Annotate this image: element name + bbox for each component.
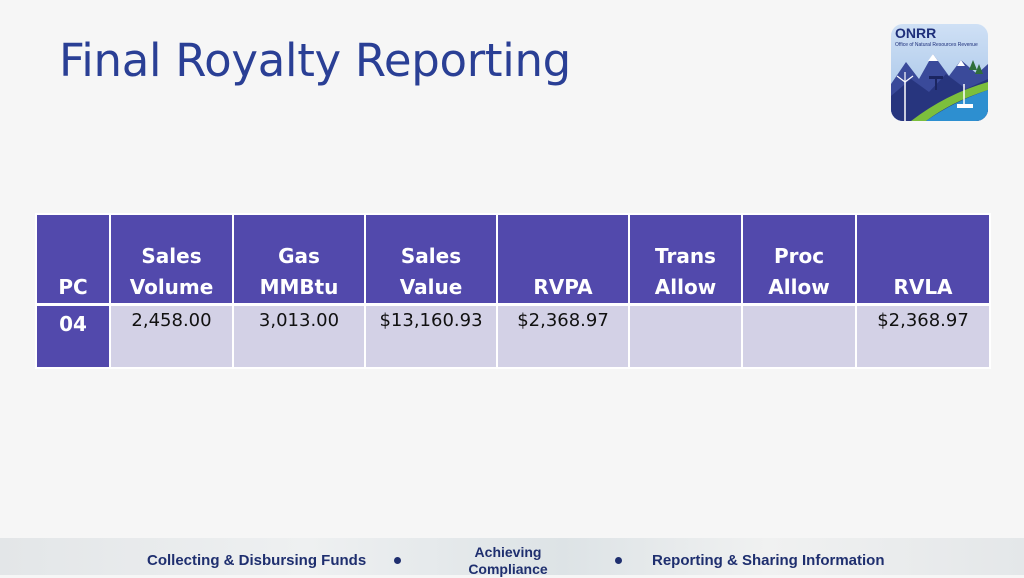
header-trans-allow: Trans Allow bbox=[628, 213, 743, 306]
header-gas-mmbtu: Gas MMBtu bbox=[232, 213, 366, 306]
cell-proc-allow bbox=[741, 303, 857, 369]
footer-compliance: Achieving Compliance bbox=[468, 544, 548, 577]
footer-collecting: Collecting & Disbursing Funds bbox=[147, 552, 367, 569]
page-title: Final Royalty Reporting bbox=[59, 34, 571, 87]
logo-name: ONRR bbox=[895, 25, 937, 41]
cell-sales-volume: 2,458.00 bbox=[109, 303, 234, 369]
onrr-logo-art bbox=[891, 24, 988, 121]
footer-bullet-1 bbox=[394, 557, 401, 564]
header-proc-allow: Proc Allow bbox=[741, 213, 857, 306]
cell-sales-value: $13,160.93 bbox=[364, 303, 498, 369]
header-sales-volume: Sales Volume bbox=[109, 213, 234, 306]
header-rvla: RVLA bbox=[855, 213, 991, 306]
cell-rvpa: $2,368.97 bbox=[496, 303, 630, 369]
header-rvpa: RVPA bbox=[496, 213, 630, 306]
footer-bullet-2 bbox=[615, 557, 622, 564]
royalty-table: PC Sales Volume Gas MMBtu Sales Value RVPA… bbox=[35, 213, 991, 369]
header-sales-value: Sales Value bbox=[364, 213, 498, 306]
onrr-logo: ONRR Office of Natural Resources Revenue bbox=[891, 24, 988, 121]
header-pc: PC bbox=[35, 213, 111, 306]
footer-banner: Collecting & Disbursing Funds Achieving … bbox=[0, 538, 1024, 577]
cell-trans-allow bbox=[628, 303, 743, 369]
cell-rvla: $2,368.97 bbox=[855, 303, 991, 369]
footer-reporting: Reporting & Sharing Information bbox=[652, 552, 885, 569]
table-header-row: PC Sales Volume Gas MMBtu Sales Value RVPA… bbox=[35, 213, 991, 306]
logo-subtitle: Office of Natural Resources Revenue bbox=[895, 42, 978, 48]
table-row: 04 2,458.00 3,013.00 $13,160.93 $2,368.9… bbox=[35, 303, 991, 369]
cell-pc: 04 bbox=[35, 303, 111, 369]
cell-gas-mmbtu: 3,013.00 bbox=[232, 303, 366, 369]
